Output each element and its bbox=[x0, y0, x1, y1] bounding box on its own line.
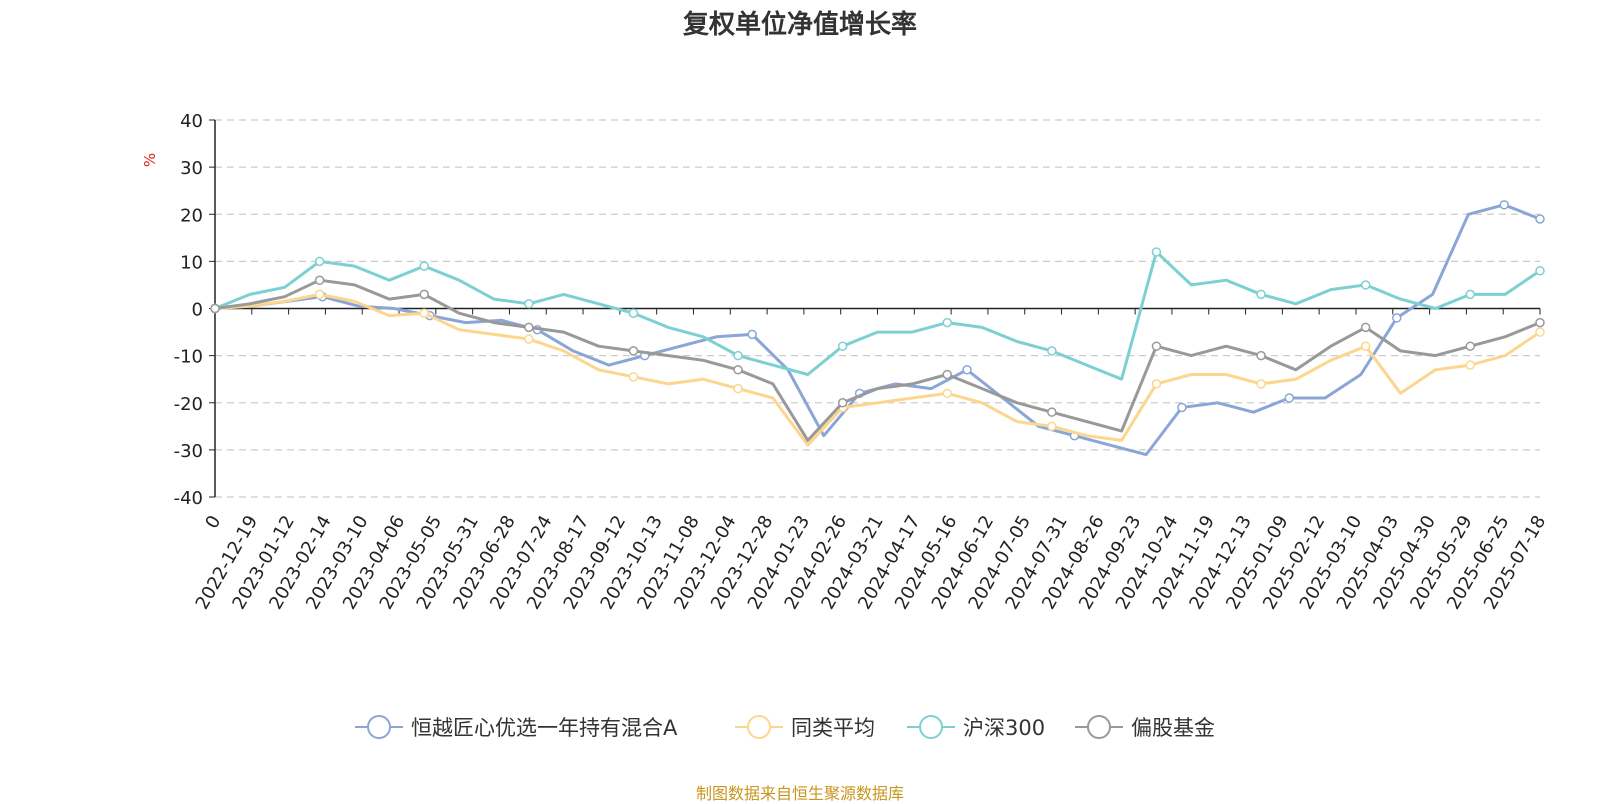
data-point bbox=[1047, 421, 1057, 432]
data-point bbox=[1284, 393, 1295, 403]
data-point bbox=[1465, 341, 1476, 351]
data-point bbox=[1360, 280, 1371, 290]
y-tick-label: 20 bbox=[180, 205, 203, 226]
data-point bbox=[419, 308, 429, 318]
data-point bbox=[1151, 247, 1162, 257]
data-point bbox=[1499, 200, 1509, 210]
data-point bbox=[1151, 379, 1162, 389]
data-point bbox=[1465, 360, 1476, 370]
y-tick-label: 10 bbox=[180, 252, 203, 273]
data-point bbox=[1256, 289, 1266, 300]
data-point bbox=[1047, 346, 1057, 356]
data-point bbox=[524, 322, 534, 333]
data-point bbox=[1360, 341, 1371, 351]
data-point bbox=[628, 372, 639, 382]
source-note: 制图数据来自恒生聚源数据库 bbox=[695, 784, 904, 803]
data-point bbox=[733, 350, 743, 361]
data-point bbox=[942, 388, 952, 399]
series-line-1 bbox=[214, 292, 1541, 447]
data-point bbox=[419, 289, 429, 300]
series-line-2 bbox=[214, 250, 1541, 381]
y-tick-label: -20 bbox=[174, 394, 203, 415]
data-point bbox=[210, 303, 220, 314]
data-point bbox=[628, 346, 639, 356]
legend-item-label[interactable]: 恒越匠心优选一年持有混合A bbox=[411, 716, 678, 740]
data-point bbox=[314, 256, 325, 267]
data-point bbox=[1360, 322, 1371, 333]
series-line-3 bbox=[214, 278, 1541, 442]
data-point bbox=[1535, 317, 1545, 328]
data-point bbox=[1392, 313, 1402, 323]
data-point bbox=[942, 317, 952, 328]
data-point bbox=[314, 289, 325, 300]
data-point bbox=[1047, 407, 1057, 417]
data-point bbox=[1535, 327, 1545, 337]
data-point bbox=[1256, 379, 1266, 389]
series-line-0 bbox=[214, 203, 1541, 457]
legend-item-label[interactable]: 同类平均 bbox=[791, 716, 875, 740]
data-point bbox=[837, 341, 848, 351]
y-tick-label: -30 bbox=[174, 441, 203, 462]
y-tick-label: 30 bbox=[180, 158, 203, 179]
data-point bbox=[524, 299, 534, 309]
data-point bbox=[837, 398, 848, 408]
legend-swatch-marker bbox=[919, 715, 943, 739]
data-point bbox=[419, 261, 429, 271]
data-point bbox=[1535, 266, 1545, 276]
data-point bbox=[1151, 341, 1162, 351]
y-tick-label: -40 bbox=[174, 488, 203, 509]
y-tick-label: -10 bbox=[174, 347, 203, 368]
legend-swatch-marker bbox=[367, 715, 391, 739]
legend-swatch-marker bbox=[1087, 715, 1111, 739]
data-point bbox=[524, 334, 534, 344]
data-point bbox=[733, 365, 743, 375]
data-point bbox=[1535, 214, 1545, 224]
y-tick-label: 40 bbox=[180, 111, 203, 132]
legend-swatch-marker bbox=[747, 715, 771, 739]
data-point bbox=[942, 369, 952, 380]
data-point bbox=[733, 383, 743, 394]
data-point bbox=[747, 329, 757, 340]
data-point bbox=[628, 308, 639, 318]
data-point bbox=[314, 275, 325, 285]
chart-title: 复权单位净值增长率 bbox=[682, 10, 917, 40]
data-point bbox=[1177, 402, 1187, 413]
data-point bbox=[962, 365, 972, 375]
data-point bbox=[1256, 350, 1266, 361]
y-axis-unit: % bbox=[141, 153, 159, 167]
legend-item-label[interactable]: 沪深300 bbox=[963, 716, 1045, 740]
x-tick-label: 0 bbox=[201, 512, 225, 532]
y-tick-label: 0 bbox=[192, 300, 203, 321]
legend-item-label[interactable]: 偏股基金 bbox=[1131, 716, 1215, 740]
data-point bbox=[1465, 289, 1476, 300]
